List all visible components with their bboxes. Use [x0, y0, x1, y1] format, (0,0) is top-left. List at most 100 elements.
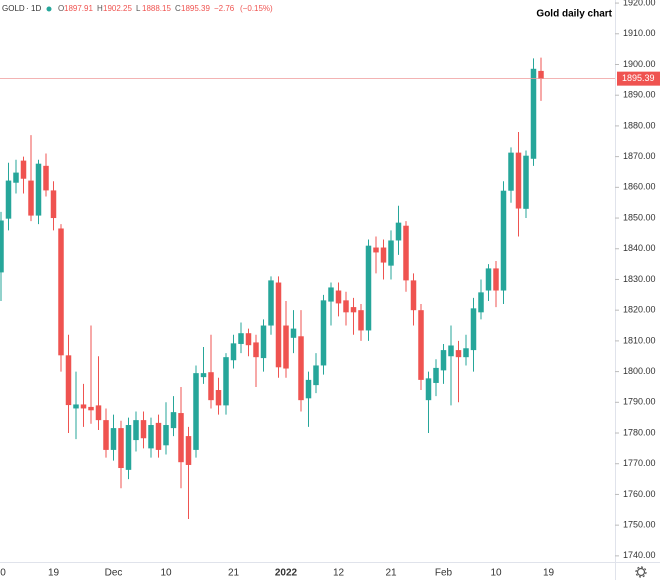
symbol: GOLD — [2, 4, 25, 13]
candle-body — [410, 280, 417, 311]
last-price-label: 1895.39 — [622, 73, 655, 83]
x-tick-label: 19 — [48, 568, 60, 579]
candle-body — [28, 180, 34, 216]
settings-icon[interactable] — [635, 566, 647, 578]
candle-body — [80, 404, 87, 409]
candle-body — [373, 247, 379, 253]
candle-body — [35, 163, 42, 216]
x-tick-label: 10 — [490, 568, 502, 579]
candle-body — [170, 412, 177, 429]
candle-body — [440, 350, 447, 371]
candle-body — [448, 345, 454, 357]
candle-body — [305, 379, 312, 399]
status-dot — [46, 6, 52, 12]
ohlc-key: C — [175, 4, 181, 13]
candle-body — [178, 413, 184, 463]
candle-body — [133, 420, 139, 441]
candle-body — [418, 310, 424, 380]
y-tick-label: 1860.00 — [623, 182, 656, 192]
y-tick-label: 1890.00 — [623, 90, 656, 100]
candle-body — [530, 68, 537, 159]
candle-body — [388, 240, 394, 266]
candle-body — [538, 70, 544, 79]
ohlc-key: O — [58, 4, 64, 13]
candle-body — [20, 160, 27, 179]
candle-body — [455, 350, 462, 358]
x-tick-label: 19 — [543, 568, 555, 579]
x-tick-label: 21 — [228, 568, 240, 579]
candle-body — [73, 404, 79, 409]
candle-body — [50, 190, 57, 219]
candle-body — [140, 420, 147, 439]
candle-body — [403, 225, 409, 281]
ohlc-key: L — [136, 4, 141, 13]
y-tick-label: 1870.00 — [623, 151, 656, 161]
candle-body — [245, 333, 252, 346]
candle-body — [208, 372, 214, 401]
y-tick-label: 1790.00 — [623, 397, 656, 407]
candle-body — [335, 290, 342, 304]
candle-body — [13, 172, 19, 183]
candle-body — [200, 373, 207, 378]
candle-body — [163, 425, 169, 446]
candle-body — [118, 428, 124, 469]
candle-body — [470, 308, 477, 351]
candle-body — [95, 405, 102, 421]
candle-body — [215, 390, 222, 406]
candle-body — [365, 245, 372, 331]
candle-body — [313, 365, 319, 386]
x-tick-label: Feb — [435, 568, 453, 579]
candle-body — [103, 420, 109, 450]
candle-body — [395, 222, 402, 241]
candle-body — [298, 336, 304, 401]
candle-body — [433, 367, 439, 383]
candle-body — [478, 292, 484, 313]
candle-body — [125, 425, 132, 470]
candle-body — [500, 190, 507, 291]
candle-body — [283, 325, 289, 369]
x-tick-label: 12 — [333, 568, 345, 579]
candle-body — [463, 348, 469, 358]
candle-body — [268, 280, 274, 326]
x-tick-label: 0 — [0, 568, 6, 579]
gear-ring[interactable] — [636, 567, 646, 577]
candle-body — [328, 287, 334, 302]
candle-body — [58, 228, 64, 356]
candle-body — [523, 155, 529, 209]
y-tick-label: 1770.00 — [623, 458, 656, 468]
y-tick-label: 1800.00 — [623, 366, 656, 376]
candle-body — [185, 436, 192, 465]
candle-body — [493, 268, 499, 291]
last-price-box — [617, 71, 660, 86]
y-tick-label: 1750.00 — [623, 520, 656, 530]
y-tick-label: 1850.00 — [623, 212, 656, 222]
x-tick-label: 21 — [385, 568, 397, 579]
y-tick-label: 1820.00 — [623, 305, 656, 315]
chart-title: Gold daily chart — [536, 9, 612, 20]
candle-body — [425, 378, 432, 401]
candle-body — [0, 220, 4, 273]
candle-body — [155, 422, 162, 450]
candle-body — [485, 268, 492, 291]
candle-body — [343, 300, 349, 313]
y-tick-label: 1920.00 — [623, 0, 656, 7]
candle-body — [515, 152, 522, 209]
candle-body — [5, 180, 12, 219]
separator: · — [26, 4, 29, 13]
interval: 1D — [31, 4, 41, 13]
candle-body — [275, 282, 282, 368]
candle-body — [223, 357, 229, 406]
gear-teeth[interactable] — [635, 566, 647, 578]
ohlc-key: H — [97, 4, 103, 13]
candle-body — [148, 425, 154, 449]
x-tick-label: 2022 — [275, 568, 298, 579]
y-tick-label: 1840.00 — [623, 243, 656, 253]
candle-body — [260, 325, 267, 359]
candle-body — [193, 373, 199, 450]
y-tick-label: 1810.00 — [623, 335, 656, 345]
change-pct: (−0.15%) — [240, 4, 273, 13]
candle-body — [380, 247, 387, 263]
y-tick-label: 1780.00 — [623, 427, 656, 437]
ohlc-value: 1902.25 — [103, 4, 132, 13]
